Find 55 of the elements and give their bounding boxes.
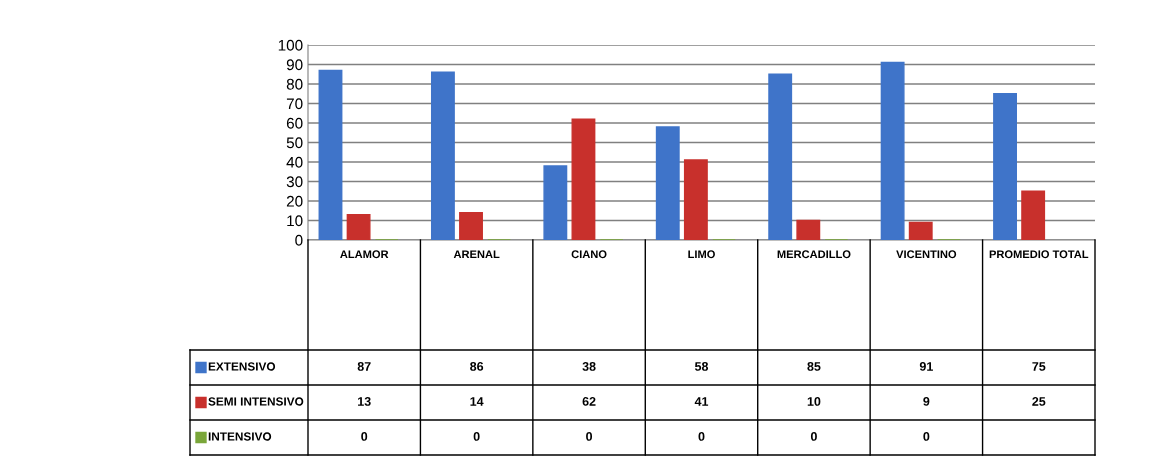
y-tick-label: 70 [286, 98, 303, 110]
y-tick-label: 90 [286, 59, 303, 71]
data-label: 0 [698, 432, 705, 441]
bar [459, 212, 483, 240]
x-tick-label: ARENAL [453, 250, 500, 259]
bar [796, 219, 821, 240]
legend-label: EXTENSIVO [208, 362, 276, 371]
y-tick-label: 50 [286, 137, 303, 149]
data-label: 62 [582, 397, 596, 406]
bar [655, 126, 680, 240]
y-tick-label: 30 [286, 176, 303, 188]
x-tick-label: VICENTINO [896, 250, 957, 259]
x-tick-label: LIMO [688, 250, 715, 259]
data-label: 14 [470, 397, 484, 406]
data-label: 0 [923, 432, 930, 441]
y-tick-label: 100 [278, 39, 303, 51]
bar [571, 118, 596, 240]
data-label: 86 [470, 362, 484, 371]
bar [768, 73, 793, 240]
data-label: 91 [919, 362, 933, 371]
data-label: 85 [807, 362, 821, 371]
data-label: 38 [582, 362, 596, 371]
data-label: 0 [586, 432, 593, 441]
bar [880, 61, 905, 240]
bar [993, 93, 1017, 240]
bar [543, 165, 568, 240]
data-label: 87 [357, 362, 371, 371]
data-label: 0 [810, 432, 817, 441]
y-tick-label: 80 [286, 78, 303, 90]
data-label: 41 [694, 397, 709, 406]
y-tick-label: 10 [287, 215, 303, 227]
bar [908, 221, 933, 240]
x-tick-label: PROMEDIO TOTAL [989, 250, 1089, 259]
bar [683, 159, 708, 240]
bar [1021, 190, 1046, 240]
x-tick-label: ALAMOR [340, 250, 389, 259]
data-label: 13 [358, 397, 371, 406]
data-label: 0 [361, 432, 368, 441]
legend-label: SEMI INTENSIVO [208, 397, 304, 406]
x-tick-label: MERCADILLO [777, 250, 851, 259]
bar [318, 69, 343, 240]
data-label: 9 [923, 397, 930, 406]
data-label: 58 [694, 362, 709, 371]
legend-label: INTENSIVO [208, 432, 272, 441]
y-tick-label: 20 [286, 195, 303, 207]
y-tick-label: 40 [286, 156, 303, 168]
data-label: 10 [807, 397, 821, 406]
bar [430, 71, 455, 240]
data-label: 25 [1032, 397, 1046, 406]
data-label: 75 [1032, 362, 1046, 371]
y-tick-label: 0 [295, 234, 303, 246]
x-tick-label: CIANO [571, 250, 607, 259]
data-label: 0 [473, 432, 480, 441]
bar [346, 213, 371, 240]
y-tick-label: 60 [286, 117, 303, 129]
